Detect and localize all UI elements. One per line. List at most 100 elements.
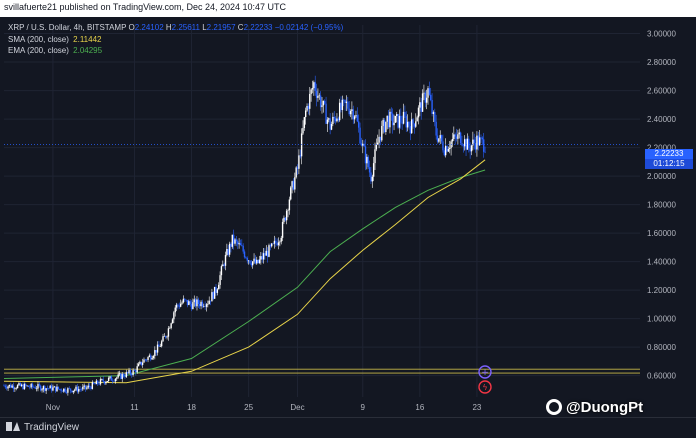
candle-body: [212, 292, 214, 299]
candle-body: [215, 286, 217, 293]
candle-body: [78, 389, 80, 392]
candle-body: [260, 256, 262, 260]
candle-body: [406, 121, 409, 128]
candle-body: [61, 390, 64, 392]
candle-body: [173, 312, 175, 320]
candle-body: [296, 167, 299, 169]
candle-body: [148, 355, 151, 358]
candle-body: [222, 264, 224, 267]
candle-body: [338, 102, 341, 121]
legend-ema[interactable]: EMA (200, close) 2.04295: [8, 46, 102, 55]
candle-body: [266, 250, 269, 257]
candle-body: [412, 119, 414, 124]
x-tick-label: 16: [415, 403, 424, 412]
grid: [4, 25, 640, 397]
candle-body: [319, 95, 322, 108]
candle-body: [109, 376, 111, 378]
candle-body: [219, 275, 221, 285]
candle-body: [480, 137, 482, 138]
ohlc-value-o: 2.24102: [134, 23, 164, 32]
candle-body: [253, 258, 255, 262]
candle-body: [272, 243, 274, 245]
y-tick-label: 2.60000: [647, 87, 676, 96]
candle-body: [169, 327, 171, 329]
candle-body: [15, 388, 17, 389]
candle-body: [290, 187, 292, 200]
candle-body: [400, 115, 402, 123]
y-tick-label: 1.80000: [647, 201, 676, 210]
candle-body: [341, 99, 344, 110]
candle-body: [106, 381, 108, 382]
ohlc-label-c: C: [235, 23, 244, 32]
candle-body: [145, 359, 148, 361]
candle-body: [378, 136, 380, 143]
candle-body: [382, 119, 384, 126]
candle-body: [170, 323, 172, 328]
candle-body: [186, 299, 189, 306]
candle-body: [140, 361, 142, 365]
candle-body: [324, 100, 326, 104]
price-chart[interactable]: 3.00000 2.80000 2.60000 2.40000 2.20000 2.000…: [0, 17, 696, 417]
candle-body: [126, 372, 129, 374]
candle-body: [136, 366, 138, 373]
candle-body: [121, 374, 123, 379]
candle-body: [68, 388, 70, 389]
candle-body: [56, 386, 58, 392]
lightning-alert-icon[interactable]: [478, 380, 492, 394]
candle-body: [150, 355, 152, 360]
candle-body: [343, 99, 345, 101]
candle-body: [235, 239, 238, 242]
gear-icon: [546, 399, 562, 415]
candle-body: [273, 240, 276, 244]
candle-body: [368, 167, 371, 173]
candle-body: [322, 100, 325, 106]
x-tick-label: Dec: [290, 403, 304, 412]
candle-body: [484, 151, 486, 153]
candle-body: [64, 388, 66, 392]
add-alert-icon[interactable]: [478, 365, 492, 379]
candle-body: [439, 135, 441, 139]
candle-body: [401, 122, 403, 124]
candle-body: [116, 377, 118, 379]
candle-body: [363, 143, 365, 147]
candle-body: [125, 372, 128, 378]
candle-body: [44, 386, 46, 391]
candle-body: [387, 115, 390, 128]
candle-body: [285, 210, 288, 221]
alert-icons[interactable]: + ϟ: [478, 365, 492, 394]
candle-body: [156, 344, 159, 353]
candle-body: [315, 90, 318, 98]
candle-body: [357, 121, 360, 128]
candle-body: [353, 116, 356, 120]
candle-body: [6, 387, 8, 389]
candle-body: [218, 284, 220, 290]
candle-body: [249, 260, 251, 264]
candle-body: [462, 145, 465, 147]
candle-body: [389, 111, 391, 128]
candle-body: [243, 251, 246, 258]
candle-body: [196, 299, 198, 307]
candle-body: [381, 125, 383, 141]
candle-body: [198, 304, 201, 307]
candle-body: [348, 108, 350, 115]
candle-body: [228, 243, 231, 255]
candle-body: [396, 114, 398, 116]
candle-body: [60, 389, 62, 391]
candle-body: [83, 385, 85, 387]
candle-body: [410, 119, 413, 134]
candle-body: [427, 88, 429, 98]
candle-body: [41, 389, 43, 391]
bar-countdown-tag: 01:12:15: [645, 159, 693, 169]
candle-body: [50, 385, 53, 391]
candle-body: [370, 172, 372, 182]
candle-body: [181, 302, 183, 304]
candle-body: [468, 138, 470, 148]
sma-value: 2.11442: [73, 35, 102, 44]
candle-body: [128, 370, 130, 374]
legend-sma[interactable]: SMA (200, close) 2.11442: [8, 35, 101, 44]
candle-body: [275, 240, 277, 243]
ema-label: EMA (200, close): [8, 46, 69, 55]
candle-body: [26, 385, 28, 387]
tradingview-brand[interactable]: TradingView: [6, 422, 79, 433]
candle-body: [151, 358, 153, 360]
